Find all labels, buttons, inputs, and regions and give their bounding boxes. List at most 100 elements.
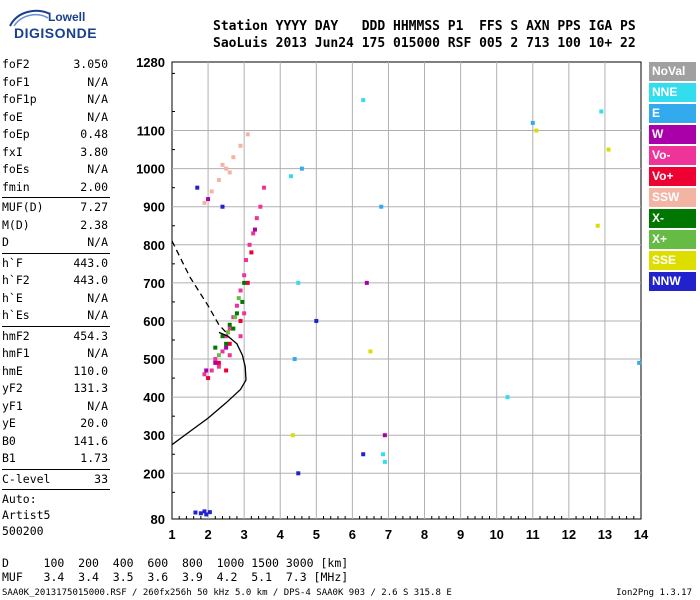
param-row: yF2 131.3 bbox=[2, 380, 110, 398]
param-label: B1 bbox=[2, 451, 16, 465]
param-row: yE 20.0 bbox=[2, 415, 110, 433]
echo-point bbox=[314, 318, 319, 323]
legend-item: X- bbox=[649, 209, 696, 228]
profile-curve-solid bbox=[171, 331, 247, 446]
echo-point bbox=[204, 368, 209, 373]
x-tick-label: 9 bbox=[457, 527, 464, 542]
parameter-panel: foF2 3.050 foF1 N/A foF1p N/A foE N/A foEp 0.48 fx… bbox=[2, 56, 110, 539]
param-value: 7.27 bbox=[80, 200, 108, 214]
echo-point bbox=[202, 509, 207, 514]
param-value: 131.3 bbox=[73, 381, 108, 395]
param-row: h`E N/A bbox=[2, 290, 110, 308]
param-separator bbox=[2, 252, 110, 254]
y-tick-label: 200 bbox=[143, 466, 165, 481]
header-labels: Station YYYY DAY DDD HHMMSS P1 FFS S AXN… bbox=[213, 19, 636, 34]
plot-frame bbox=[171, 61, 642, 520]
echo-point bbox=[220, 204, 225, 209]
param-row: hmE 110.0 bbox=[2, 363, 110, 381]
echo-point bbox=[238, 334, 243, 339]
echo-point bbox=[252, 227, 257, 232]
param-row: yF1 N/A bbox=[2, 398, 110, 416]
param-row: h`F 443.0 bbox=[2, 255, 110, 273]
echo-point bbox=[224, 334, 229, 339]
param-row: fxI 3.80 bbox=[2, 144, 110, 162]
echo-point bbox=[382, 433, 387, 438]
param-label: hmF2 bbox=[2, 328, 30, 343]
echo-point bbox=[296, 280, 301, 285]
header-values: SaoLuis 2013 Jun24 175 015000 RSF 005 2 … bbox=[213, 36, 636, 51]
echo-point bbox=[251, 231, 256, 236]
echo-point bbox=[216, 360, 221, 365]
echo-point bbox=[381, 452, 386, 457]
param-value: N/A bbox=[87, 74, 108, 89]
param-value: 3.80 bbox=[80, 144, 108, 159]
echo-point bbox=[198, 511, 203, 516]
echo-point bbox=[216, 353, 221, 358]
y-tick-label: 1280 bbox=[136, 55, 165, 70]
param-value: 141.6 bbox=[73, 433, 108, 448]
echo-point bbox=[240, 299, 245, 304]
echo-point bbox=[220, 349, 225, 354]
logo-text-digisonde: DIGISONDE bbox=[14, 25, 98, 41]
echo-point bbox=[207, 510, 212, 515]
echo-point bbox=[258, 204, 263, 209]
legend-item: SSW bbox=[649, 188, 696, 207]
param-value: N/A bbox=[87, 398, 108, 413]
autoscaling-info: Artist5 bbox=[2, 508, 51, 522]
echo-point bbox=[227, 341, 232, 346]
param-row: foF1p N/A bbox=[2, 91, 110, 109]
param-separator bbox=[2, 197, 110, 198]
y-tick-label: 900 bbox=[143, 200, 165, 215]
param-label: fxI bbox=[2, 144, 23, 159]
param-label: yF1 bbox=[2, 398, 23, 413]
echo-point bbox=[233, 315, 238, 320]
echo-point bbox=[238, 143, 243, 148]
x-tick-label: 3 bbox=[241, 527, 248, 542]
param-label: foF1p bbox=[2, 92, 37, 106]
param-row: h`F2 443.0 bbox=[2, 272, 110, 290]
param-label: foEs bbox=[2, 162, 30, 176]
echo-point bbox=[595, 223, 600, 228]
echo-point bbox=[637, 360, 642, 365]
echo-point bbox=[289, 174, 294, 179]
x-tick-label: 5 bbox=[313, 527, 320, 542]
param-value: 110.0 bbox=[73, 363, 108, 378]
param-separator bbox=[2, 489, 110, 490]
y-tick-label: 1000 bbox=[136, 162, 165, 177]
echo-point bbox=[204, 512, 209, 517]
echo-point bbox=[296, 471, 301, 476]
param-value: N/A bbox=[87, 346, 108, 360]
y-tick-label: 300 bbox=[143, 428, 165, 443]
x-tick-label: 14 bbox=[634, 527, 649, 542]
y-tick-label: 600 bbox=[143, 314, 165, 329]
param-value: 20.0 bbox=[80, 416, 108, 430]
echo-point bbox=[206, 197, 211, 202]
y-tick-label: 80 bbox=[151, 512, 165, 527]
param-value: 454.3 bbox=[73, 328, 108, 343]
param-label: foF2 bbox=[2, 57, 30, 71]
param-row: foF2 3.050 bbox=[2, 56, 110, 74]
autoscaling-info: 500200 bbox=[2, 524, 44, 538]
x-tick-label: 12 bbox=[562, 527, 576, 542]
param-label: C-level bbox=[2, 471, 51, 486]
echo-point bbox=[231, 155, 236, 160]
footer-version: Ion2Png 1.3.17 bbox=[616, 588, 692, 598]
param-label: hmF1 bbox=[2, 346, 30, 360]
echo-point bbox=[247, 242, 252, 247]
param-row: B0 141.6 bbox=[2, 433, 110, 451]
echo-point bbox=[220, 334, 225, 339]
x-tick-label: 1 bbox=[168, 527, 175, 542]
param-value: 0.48 bbox=[80, 127, 108, 141]
echo-point bbox=[290, 433, 295, 438]
param-label: foF1 bbox=[2, 74, 30, 89]
echo-point bbox=[193, 510, 198, 515]
param-value: 1.73 bbox=[80, 451, 108, 465]
echo-point bbox=[361, 452, 366, 457]
echo-point bbox=[534, 128, 539, 133]
logo-text-lowell: Lowell bbox=[48, 10, 86, 24]
echo-point bbox=[231, 326, 236, 331]
param-row: foEp 0.48 bbox=[2, 126, 110, 144]
echo-point bbox=[234, 311, 239, 316]
param-row: foE N/A bbox=[2, 109, 110, 127]
